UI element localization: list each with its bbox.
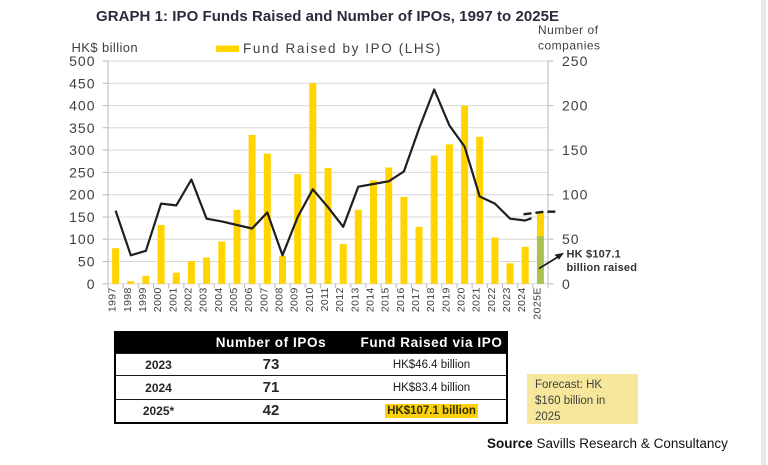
svg-text:2025E: 2025E [531, 287, 543, 319]
svg-text:1997: 1997 [107, 287, 119, 312]
svg-text:2021: 2021 [471, 287, 483, 312]
svg-text:2004: 2004 [213, 287, 225, 312]
svg-text:0: 0 [562, 276, 571, 292]
svg-text:300: 300 [69, 142, 95, 158]
svg-text:HK $107.1: HK $107.1 [567, 249, 621, 261]
svg-text:2020: 2020 [456, 287, 468, 312]
svg-text:HK$ billion: HK$ billion [72, 40, 139, 55]
svg-text:2014: 2014 [365, 287, 377, 312]
svg-text:2009: 2009 [289, 287, 301, 312]
svg-text:2013: 2013 [349, 287, 361, 312]
svg-text:2019: 2019 [440, 287, 452, 312]
svg-text:2000: 2000 [152, 287, 164, 312]
svg-text:2016: 2016 [395, 287, 407, 312]
svg-text:250: 250 [69, 164, 95, 180]
svg-text:2012: 2012 [334, 287, 346, 312]
svg-text:100: 100 [69, 231, 95, 247]
svg-text:400: 400 [69, 98, 95, 114]
svg-text:2001: 2001 [167, 287, 179, 312]
svg-text:1998: 1998 [122, 287, 134, 312]
svg-text:2018: 2018 [425, 287, 437, 312]
svg-text:0: 0 [87, 276, 96, 292]
svg-text:2008: 2008 [274, 287, 286, 312]
svg-text:2023: 2023 [501, 287, 513, 312]
svg-text:Number of: Number of [538, 23, 599, 37]
svg-text:2007: 2007 [258, 287, 270, 312]
svg-text:2002: 2002 [182, 287, 194, 312]
svg-text:150: 150 [562, 142, 588, 158]
svg-text:100: 100 [562, 187, 588, 203]
svg-text:2003: 2003 [198, 287, 210, 312]
svg-text:200: 200 [562, 98, 588, 114]
svg-text:250: 250 [562, 53, 588, 69]
svg-text:2022: 2022 [486, 287, 498, 312]
svg-text:companies: companies [538, 39, 601, 53]
svg-text:50: 50 [78, 254, 96, 270]
svg-text:2005: 2005 [228, 287, 240, 312]
svg-text:200: 200 [69, 187, 95, 203]
svg-text:2024: 2024 [516, 287, 528, 312]
svg-text:2006: 2006 [243, 287, 255, 312]
svg-text:2010: 2010 [304, 287, 316, 312]
svg-text:350: 350 [69, 120, 95, 136]
svg-text:500: 500 [69, 53, 95, 69]
svg-text:1999: 1999 [137, 287, 149, 312]
svg-text:2011: 2011 [319, 287, 331, 311]
svg-text:50: 50 [562, 231, 580, 247]
svg-text:billion raised: billion raised [567, 262, 638, 274]
svg-text:2017: 2017 [410, 287, 422, 312]
svg-text:2015: 2015 [380, 287, 392, 312]
svg-text:150: 150 [69, 209, 95, 225]
svg-text:Fund Raised by IPO (LHS): Fund Raised by IPO (LHS) [243, 41, 442, 56]
svg-text:450: 450 [69, 75, 95, 91]
